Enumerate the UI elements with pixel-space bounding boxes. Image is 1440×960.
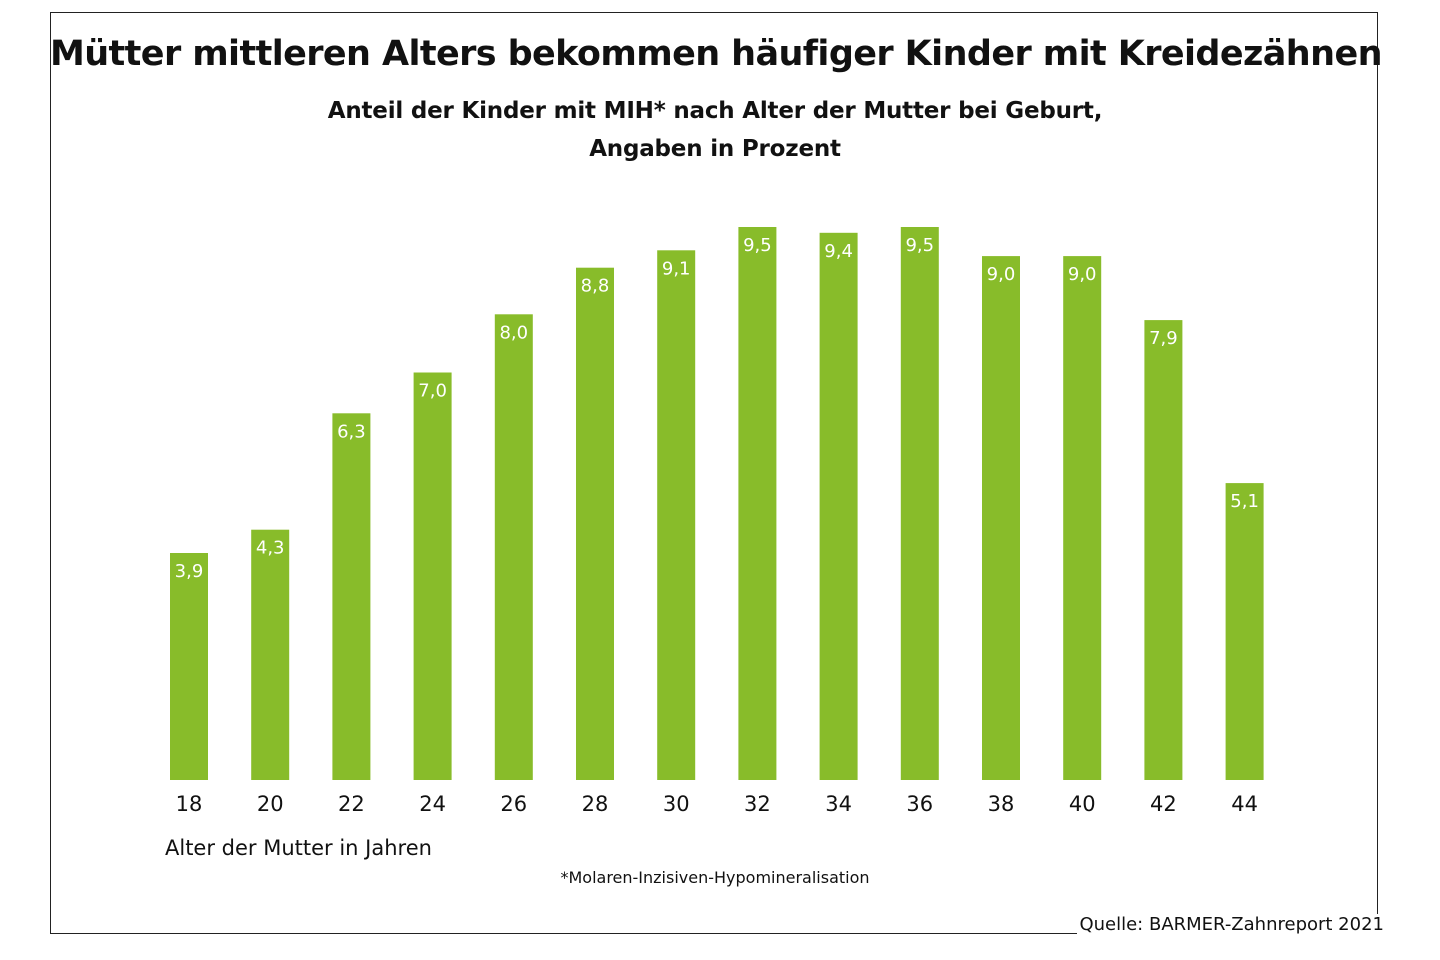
value-label-42: 7,9 [1149, 328, 1178, 349]
bar-38 [982, 256, 1020, 781]
source-note: Quelle: BARMER-Zahnreport 2021 [1077, 914, 1384, 935]
x-tick-label-24: 24 [419, 792, 446, 816]
value-label-22: 6,3 [337, 421, 366, 442]
bar-20 [251, 529, 290, 780]
x-tick-label-28: 28 [582, 792, 609, 816]
bar-26 [494, 314, 533, 780]
x-tick-label-34: 34 [825, 792, 852, 816]
bar-34 [819, 232, 858, 781]
value-label-36: 9,5 [905, 235, 934, 256]
value-label-28: 8,8 [581, 276, 610, 297]
x-tick-label-32: 32 [744, 792, 771, 816]
x-tick-label-22: 22 [338, 792, 365, 816]
bar-40 [1063, 256, 1102, 781]
value-label-38: 9,0 [987, 264, 1016, 285]
bar-18 [170, 553, 208, 780]
value-label-40: 9,0 [1068, 264, 1097, 285]
footnote: *Molaren-Inzisiven-Hypomineralisation [560, 868, 870, 887]
x-tick-label-42: 42 [1150, 792, 1177, 816]
x-axis-label: Alter der Mutter in Jahren [165, 836, 432, 860]
x-tick-label-38: 38 [988, 792, 1015, 816]
bar-36 [900, 227, 939, 780]
value-label-20: 4,3 [256, 538, 285, 559]
x-tick-label-26: 26 [500, 792, 527, 816]
x-tick-label-18: 18 [176, 792, 203, 816]
x-tick-label-44: 44 [1231, 792, 1258, 816]
bar-32 [738, 227, 777, 780]
bar-24 [413, 372, 452, 780]
bar-42 [1144, 320, 1183, 780]
bar-44 [1225, 483, 1264, 780]
chart-subtitle-line-2: Angaben in Prozent [589, 136, 841, 162]
value-label-26: 8,0 [499, 322, 528, 343]
x-tick-label-40: 40 [1069, 792, 1096, 816]
bar-28 [576, 267, 614, 780]
value-label-18: 3,9 [175, 561, 204, 582]
chart-title: Mütter mittleren Alters bekommen häufige… [50, 34, 1383, 74]
bar-30 [657, 250, 696, 781]
x-tick-label-20: 20 [257, 792, 284, 816]
x-tick-label-30: 30 [663, 792, 690, 816]
value-label-34: 9,4 [824, 241, 853, 262]
bar-22 [332, 413, 371, 780]
value-label-24: 7,0 [418, 381, 447, 402]
x-tick-label-36: 36 [906, 792, 933, 816]
chart-subtitle-line-1: Anteil der Kinder mit MIH* nach Alter de… [327, 98, 1103, 124]
value-label-44: 5,1 [1230, 491, 1259, 512]
value-label-32: 9,5 [743, 235, 772, 256]
value-label-30: 9,1 [662, 258, 691, 279]
